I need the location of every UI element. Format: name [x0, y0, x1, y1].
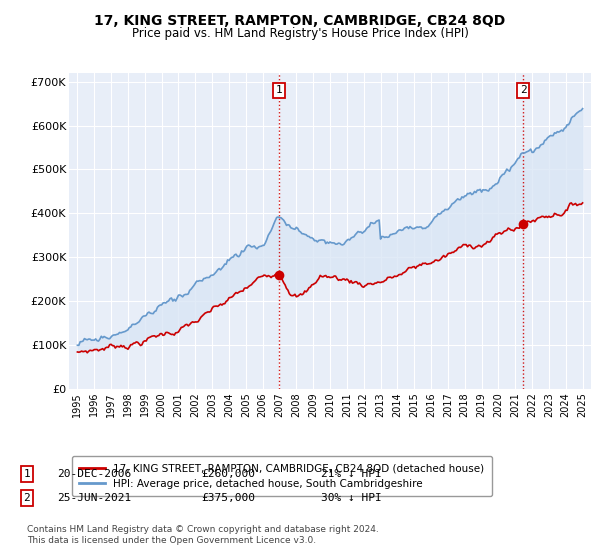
- Text: 30% ↓ HPI: 30% ↓ HPI: [321, 493, 382, 503]
- Text: £375,000: £375,000: [201, 493, 255, 503]
- Text: 20-DEC-2006: 20-DEC-2006: [57, 469, 131, 479]
- Text: 25-JUN-2021: 25-JUN-2021: [57, 493, 131, 503]
- Text: 1: 1: [275, 85, 283, 95]
- Text: 2: 2: [520, 85, 527, 95]
- Text: Contains HM Land Registry data © Crown copyright and database right 2024.
This d: Contains HM Land Registry data © Crown c…: [27, 525, 379, 545]
- Text: 17, KING STREET, RAMPTON, CAMBRIDGE, CB24 8QD: 17, KING STREET, RAMPTON, CAMBRIDGE, CB2…: [94, 14, 506, 28]
- Text: 2: 2: [23, 493, 31, 503]
- Text: £260,000: £260,000: [201, 469, 255, 479]
- Legend: 17, KING STREET, RAMPTON, CAMBRIDGE, CB24 8QD (detached house), HPI: Average pri: 17, KING STREET, RAMPTON, CAMBRIDGE, CB2…: [71, 456, 491, 496]
- Text: 1: 1: [23, 469, 31, 479]
- Text: 21% ↓ HPI: 21% ↓ HPI: [321, 469, 382, 479]
- Text: Price paid vs. HM Land Registry's House Price Index (HPI): Price paid vs. HM Land Registry's House …: [131, 27, 469, 40]
